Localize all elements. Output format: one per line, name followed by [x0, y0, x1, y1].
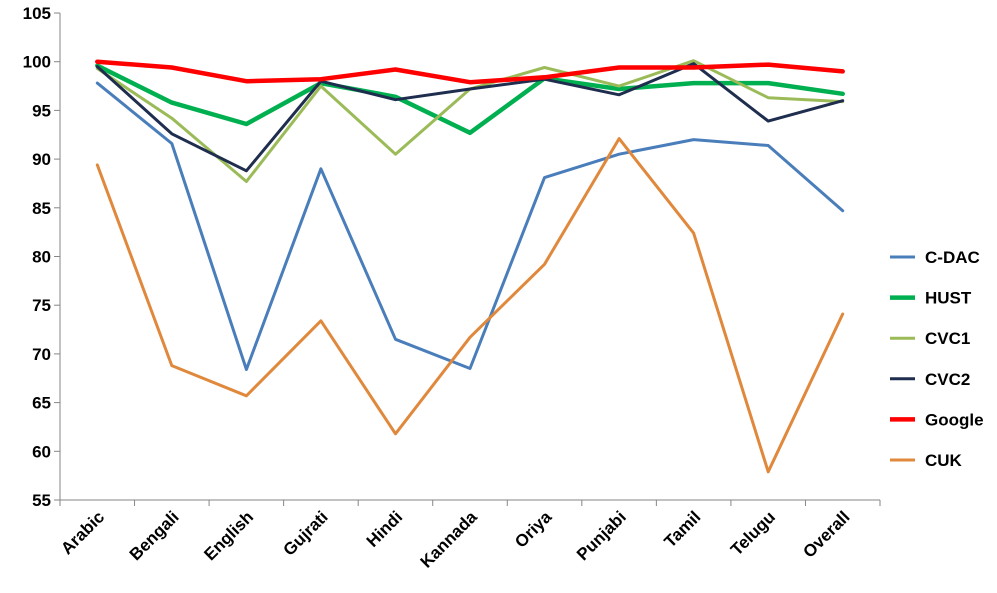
y-tick-label: 95 — [32, 101, 51, 120]
x-tick-label: Telugu — [727, 507, 779, 559]
x-tick-label: Kannada — [417, 507, 482, 572]
series-line-cuk — [95, 137, 845, 474]
legend-label-c-dac: C-DAC — [925, 248, 980, 267]
x-tick-label: Tamil — [661, 507, 705, 551]
y-tick-label: 105 — [23, 4, 51, 23]
legend-label-hust: HUST — [925, 289, 972, 308]
series-lines — [95, 59, 845, 474]
y-tick-label: 70 — [32, 345, 51, 364]
y-tick-label: 80 — [32, 248, 51, 267]
x-tick-label: Gujrati — [280, 507, 332, 559]
series-line-google — [95, 59, 845, 85]
y-tick-label: 75 — [32, 296, 51, 315]
y-tick-label: 55 — [32, 491, 51, 510]
legend-label-google: Google — [925, 410, 984, 429]
legend-label-cvc1: CVC1 — [925, 329, 970, 348]
x-tick-label: Punjabi — [573, 507, 630, 564]
x-tick-label: Arabic — [57, 507, 108, 558]
series-line-cvc1 — [95, 59, 845, 183]
legend-label-cvc2: CVC2 — [925, 370, 970, 389]
series-line-c-dac — [95, 81, 845, 371]
series-line-cvc2 — [95, 62, 845, 173]
legend: C-DAC HUST CVC1 CVC2 Google CUK — [890, 248, 984, 470]
y-tick-label: 100 — [23, 53, 51, 72]
legend-label-cuk: CUK — [925, 451, 963, 470]
y-tick-label: 90 — [32, 150, 51, 169]
x-tick-label: Hindi — [363, 507, 406, 550]
x-tick-label: Bengali — [126, 507, 183, 564]
x-tick-label: Overall — [799, 507, 853, 561]
y-tick-label: 65 — [32, 394, 51, 413]
y-tick-label: 85 — [32, 199, 51, 218]
y-tick-label: 60 — [32, 442, 51, 461]
x-tick-label: Oriya — [511, 507, 556, 552]
x-tick-label: English — [200, 507, 257, 564]
